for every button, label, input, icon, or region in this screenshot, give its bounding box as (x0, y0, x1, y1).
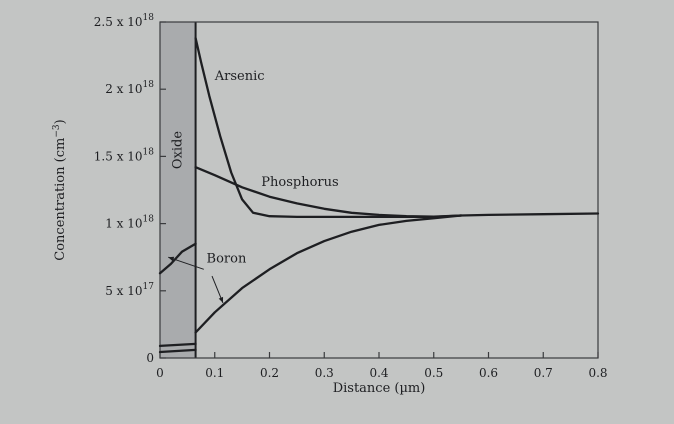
x-tick-label-0-7: 0.7 (534, 366, 553, 380)
y-tick-base: 1.5 x 10 (94, 149, 143, 163)
y-tick-exponent: 18 (143, 147, 155, 157)
y-tick-base: 5 x 10 (105, 284, 142, 298)
curves (158, 36, 600, 354)
x-tick-label-0-1: 0.1 (205, 366, 224, 380)
curve-label-arsenic: Arsenic (214, 69, 265, 84)
y-axis-title-base: Concentration (cm (53, 138, 68, 261)
tick-marks (159, 21, 599, 359)
x-tick-label-0-8: 0.8 (588, 366, 607, 380)
y-axis-title: Concentration (cm−3) (52, 119, 68, 260)
y-tick-label-1-x-1018: 1 x 1018 (105, 215, 154, 231)
annotation-arrowhead-2 (218, 296, 224, 303)
x-tick-labels: 0 0.1 0.2 0.3 0.4 0.5 0.6 0.7 0.8 (156, 366, 607, 380)
y-axis-title-sup: −3 (52, 124, 62, 138)
curve-label-boron: Boron (207, 252, 247, 267)
y-tick-label-2-5-x-1018: 2.5 x 1018 (94, 13, 154, 29)
y-tick-label-2-x-1018: 2 x 1018 (105, 80, 154, 96)
x-tick-label-0-5: 0.5 (424, 366, 443, 380)
y-tick-exponent: 18 (143, 215, 155, 225)
curve-boron (194, 214, 463, 334)
y-tick-label-0: 0 (146, 351, 154, 365)
y-tick-base: 1 x 10 (105, 217, 142, 231)
y-tick-label-5-x-1017: 5 x 1017 (105, 282, 154, 298)
curve-label-phosphorus: Phosphorus (261, 175, 338, 190)
x-axis-title: Distance (µm) (333, 381, 426, 396)
curve-oxide-low-1 (158, 342, 197, 348)
oxide-region (160, 22, 196, 358)
curve-bulk (459, 212, 600, 217)
curve-phosphorus (194, 166, 463, 218)
y-tick-exponent: 18 (143, 13, 155, 23)
x-tick-label-0: 0 (156, 366, 164, 380)
y-tick-exponent: 17 (143, 282, 155, 292)
annotation-arrow-line-1 (168, 256, 204, 270)
curve-arsenic (194, 36, 463, 219)
curve-oxide-low-2 (158, 348, 197, 354)
annotation-arrowhead-1 (168, 256, 175, 262)
oxide-label: Oxide (170, 131, 185, 169)
y-tick-base: 2 x 10 (105, 82, 142, 96)
y-tick-label-1-5-x-1018: 1.5 x 1018 (94, 147, 154, 163)
x-tick-label-0-6: 0.6 (479, 366, 498, 380)
y-axis-title-end: ) (53, 119, 68, 124)
x-tick-label-0-2: 0.2 (260, 366, 279, 380)
curve-labels: Arsenic Phosphorus Boron (207, 69, 339, 267)
curve-boron-oxide (158, 242, 197, 275)
x-tick-label-0-4: 0.4 (369, 366, 388, 380)
y-tick-exponent: 18 (143, 80, 155, 90)
y-tick-base: 0 (146, 351, 154, 365)
annotation-arrows (168, 256, 224, 304)
x-tick-label-0-3: 0.3 (315, 366, 334, 380)
y-tick-base: 2.5 x 10 (94, 15, 143, 29)
